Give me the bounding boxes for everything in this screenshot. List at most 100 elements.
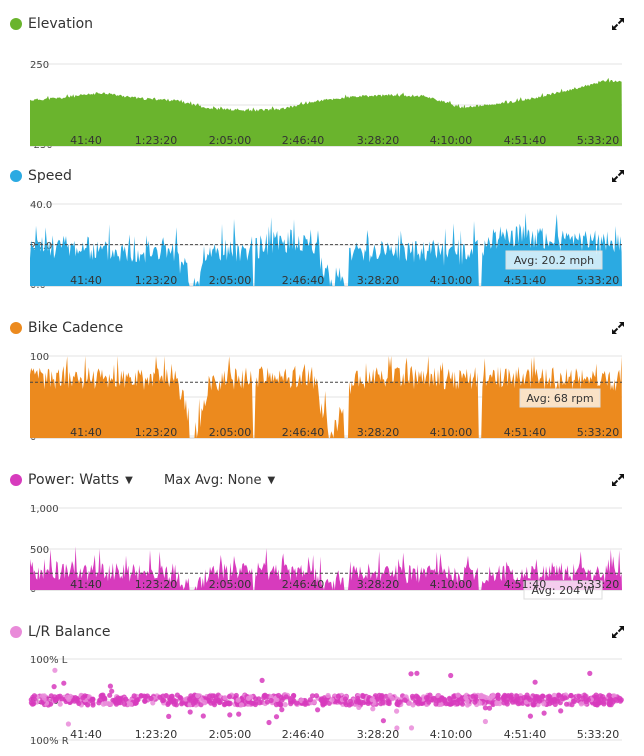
data-point bbox=[66, 696, 72, 702]
data-point bbox=[380, 700, 386, 706]
x-tick-label: 2:05:00 bbox=[209, 578, 251, 591]
x-tick-label: 1:23:20 bbox=[135, 728, 177, 741]
area-series bbox=[30, 212, 622, 286]
expand-icon[interactable] bbox=[610, 16, 626, 32]
data-point bbox=[606, 692, 612, 698]
x-tick-label: 41:40 bbox=[70, 134, 102, 147]
data-point bbox=[413, 693, 419, 699]
data-point bbox=[564, 701, 570, 707]
area-series bbox=[30, 77, 622, 146]
x-tick-label: 2:05:00 bbox=[209, 728, 251, 741]
expand-icon[interactable] bbox=[610, 168, 626, 184]
data-point bbox=[166, 713, 172, 719]
data-point bbox=[148, 695, 154, 702]
data-point bbox=[102, 695, 108, 701]
power-legend-dot bbox=[10, 474, 22, 486]
x-tick-label: 4:51:40 bbox=[504, 274, 546, 287]
data-point bbox=[160, 698, 166, 704]
data-point bbox=[134, 697, 140, 703]
data-point bbox=[594, 702, 600, 708]
x-tick-label: 3:28:20 bbox=[357, 578, 399, 591]
y-tick-label: 20.0 bbox=[30, 241, 52, 252]
data-point bbox=[551, 692, 557, 698]
data-point bbox=[423, 695, 430, 701]
power-title: Power: Watts ▼ bbox=[10, 470, 133, 490]
data-point bbox=[470, 693, 476, 699]
expand-icon[interactable] bbox=[610, 624, 626, 640]
data-point bbox=[558, 708, 564, 714]
data-point bbox=[607, 696, 614, 702]
y-tick-label: 1,000 bbox=[30, 504, 59, 515]
data-point bbox=[527, 713, 534, 719]
x-tick-label: 41:40 bbox=[70, 728, 102, 741]
data-point bbox=[386, 699, 392, 705]
data-point bbox=[380, 718, 386, 724]
data-point bbox=[322, 697, 328, 703]
power-panel: Power: Watts ▼ Max Avg: None ▼ 1,0005000… bbox=[0, 470, 644, 610]
data-point bbox=[394, 725, 400, 731]
data-point bbox=[617, 698, 624, 704]
data-point bbox=[408, 725, 415, 731]
data-point bbox=[486, 705, 493, 711]
data-point bbox=[150, 700, 156, 706]
x-tick-label: 2:46:40 bbox=[282, 134, 324, 147]
data-point bbox=[52, 694, 58, 700]
data-point bbox=[490, 700, 496, 706]
data-point bbox=[187, 709, 193, 715]
elevation-title-text: Elevation bbox=[28, 16, 94, 32]
data-point bbox=[489, 693, 496, 699]
data-point bbox=[325, 692, 331, 699]
data-point bbox=[509, 699, 516, 705]
x-tick-label: 1:23:20 bbox=[135, 578, 177, 591]
data-point bbox=[379, 694, 385, 700]
data-point bbox=[52, 667, 58, 673]
chevron-down-icon[interactable]: ▼ bbox=[125, 474, 133, 486]
data-point bbox=[593, 692, 599, 698]
data-point bbox=[439, 695, 445, 701]
data-point bbox=[438, 701, 444, 707]
x-tick-label: 2:46:40 bbox=[282, 578, 324, 591]
data-point bbox=[556, 692, 562, 698]
data-point bbox=[142, 694, 149, 700]
data-point bbox=[227, 712, 233, 718]
x-tick-label: 2:05:00 bbox=[209, 134, 251, 147]
data-point bbox=[533, 699, 539, 705]
data-point bbox=[483, 695, 489, 701]
data-point bbox=[302, 700, 308, 706]
average-badge bbox=[523, 580, 603, 600]
speed-legend-dot bbox=[10, 170, 22, 182]
expand-icon[interactable] bbox=[610, 320, 626, 336]
x-tick-label: 5:33:20 bbox=[577, 578, 619, 591]
data-point bbox=[495, 696, 501, 702]
data-point bbox=[283, 694, 289, 700]
balance-panel: L/R Balance 100% L50/50100% R41:401:23:2… bbox=[0, 622, 644, 756]
average-badge bbox=[519, 388, 601, 408]
cadence-panel: Bike Cadence 100500Avg: 68 rpm41:401:23:… bbox=[0, 318, 644, 458]
data-point bbox=[571, 698, 578, 704]
x-tick-label: 41:40 bbox=[70, 274, 102, 287]
data-point bbox=[294, 700, 300, 706]
data-point bbox=[537, 698, 543, 704]
data-point bbox=[288, 701, 294, 707]
data-point bbox=[355, 695, 361, 701]
data-point bbox=[198, 702, 204, 708]
data-point bbox=[598, 696, 604, 702]
data-point bbox=[250, 700, 256, 706]
average-badge bbox=[505, 250, 603, 270]
data-point bbox=[236, 711, 242, 717]
data-point bbox=[348, 701, 354, 707]
x-tick-label: 4:10:00 bbox=[430, 426, 472, 439]
data-point bbox=[198, 696, 204, 702]
x-tick-label: 2:46:40 bbox=[282, 728, 324, 741]
data-point bbox=[226, 694, 233, 700]
data-point bbox=[200, 713, 206, 719]
data-point bbox=[178, 695, 184, 701]
data-point bbox=[268, 697, 274, 704]
expand-icon[interactable] bbox=[610, 472, 626, 488]
data-point bbox=[389, 696, 395, 702]
average-label: Avg: 68 rpm bbox=[526, 392, 593, 405]
data-point bbox=[273, 714, 280, 720]
max-avg-dropdown[interactable]: Max Avg: None ▼ bbox=[164, 470, 275, 490]
